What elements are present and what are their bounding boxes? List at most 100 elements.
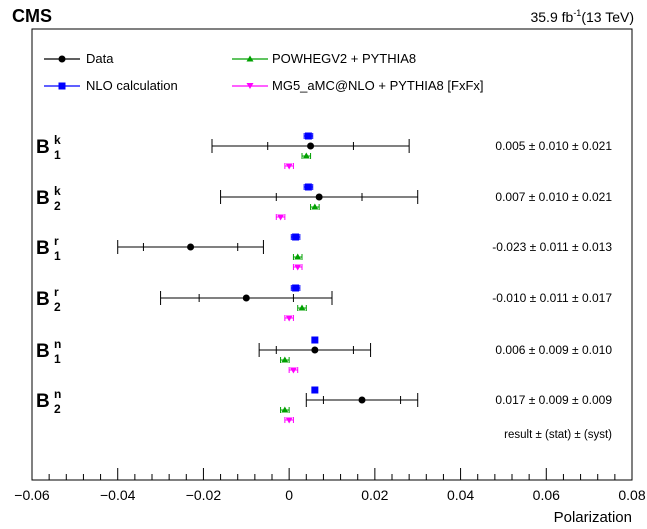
row-label-base: B (36, 289, 50, 310)
point-group (303, 132, 314, 140)
row-label-superscript: n (54, 337, 61, 351)
x-tick-label: −0.06 (14, 487, 50, 503)
data-point (358, 396, 366, 404)
result-format-note: result ± (stat) ± (syst) (504, 429, 612, 441)
point-group (284, 163, 294, 170)
legend-entry-powheg: POWHEGV2 + PYTHIA8 (232, 51, 416, 66)
row-label-subscript: 2 (54, 402, 61, 416)
row-label-superscript: k (54, 133, 61, 147)
powheg-point (281, 406, 289, 413)
point-group (292, 264, 303, 271)
point-group (297, 304, 307, 311)
row-label-base: B (36, 238, 50, 259)
point-group (310, 203, 320, 210)
result-label: -0.010 ± 0.011 ± 0.017 (492, 291, 612, 305)
mg5-point (294, 264, 302, 271)
legend-entry-nlo: NLO calculation (44, 78, 178, 93)
point-group (284, 315, 294, 322)
legend-powheg-label: POWHEGV2 + PYTHIA8 (272, 51, 416, 66)
point-group (303, 183, 314, 191)
row-label-subscript: 1 (54, 352, 61, 366)
lumi-value: 35.9 fb (530, 9, 573, 25)
legend-mg5-marker (246, 83, 254, 89)
result-label: 0.006 ± 0.009 ± 0.010 (495, 343, 612, 357)
point-group (275, 214, 286, 221)
point-group (284, 417, 294, 424)
result-label: 0.007 ± 0.010 ± 0.021 (495, 190, 612, 204)
row-label-subscript: 2 (54, 199, 61, 213)
mg5-point (289, 367, 297, 374)
row-label-subscript: 2 (54, 300, 61, 314)
point-group (280, 406, 290, 413)
legend-entry-mg5: MG5_aMC@NLO + PYTHIA8 [FxFx] (232, 78, 484, 93)
data-point (242, 294, 250, 302)
legend-entry-data: Data (44, 51, 114, 66)
legend-data-label: Data (86, 51, 114, 66)
nlo-point (292, 233, 300, 241)
row-label-base: B (36, 391, 50, 412)
powheg-point (311, 203, 319, 210)
mg5-point (285, 163, 293, 170)
x-axis: −0.06 −0.04 −0.02 0 0.02 0.04 0.06 0.08 (14, 468, 646, 503)
nlo-point (311, 386, 319, 394)
powheg-point (294, 253, 302, 260)
mg5-point (285, 315, 293, 322)
point-group (258, 343, 372, 357)
result-label: -0.023 ± 0.011 ± 0.013 (492, 240, 612, 254)
lumi-superscript: -1 (573, 8, 581, 18)
x-tick-label: 0.04 (447, 487, 474, 503)
x-tick-label: 0 (285, 487, 293, 503)
data-point (187, 243, 195, 251)
legend-nlo-marker (58, 82, 66, 90)
luminosity-label: 35.9 fb-1(13 TeV) (530, 8, 634, 25)
legend-powheg-marker (246, 55, 254, 62)
x-tick-label: −0.02 (186, 487, 222, 503)
plot-frame (31, 28, 633, 481)
result-label: 0.017 ± 0.009 ± 0.009 (495, 393, 612, 407)
mg5-point (285, 417, 293, 424)
row-label-subscript: 1 (54, 148, 61, 162)
result-label: 0.005 ± 0.010 ± 0.021 (495, 139, 612, 153)
point-group (311, 386, 319, 394)
row-label-superscript: r (54, 285, 59, 299)
point-group (311, 336, 319, 344)
point-group (301, 152, 312, 159)
row-label-superscript: r (54, 234, 59, 248)
row-label-superscript: n (54, 387, 61, 401)
row-label-superscript: k (54, 184, 61, 198)
x-tick-label: 0.02 (361, 487, 388, 503)
nlo-point (304, 183, 312, 191)
legend-data-marker (58, 55, 66, 63)
row-label-base: B (36, 188, 50, 209)
experiment-label: CMS (12, 6, 52, 26)
data-point (315, 193, 323, 201)
data-point (307, 142, 315, 150)
data-point (311, 346, 319, 354)
nlo-point (304, 132, 312, 140)
point-group (305, 393, 419, 407)
legend-mg5-label: MG5_aMC@NLO + PYTHIA8 [FxFx] (272, 78, 484, 93)
point-group (220, 190, 419, 204)
point-group (160, 291, 333, 305)
x-axis-title: Polarization (554, 509, 632, 526)
point-group (288, 367, 299, 374)
point-group (117, 240, 264, 254)
legend-nlo-label: NLO calculation (86, 78, 178, 93)
lumi-energy: (13 TeV) (581, 9, 634, 25)
nlo-point (311, 336, 319, 344)
row-label-base: B (36, 137, 50, 158)
powheg-point (298, 304, 306, 311)
